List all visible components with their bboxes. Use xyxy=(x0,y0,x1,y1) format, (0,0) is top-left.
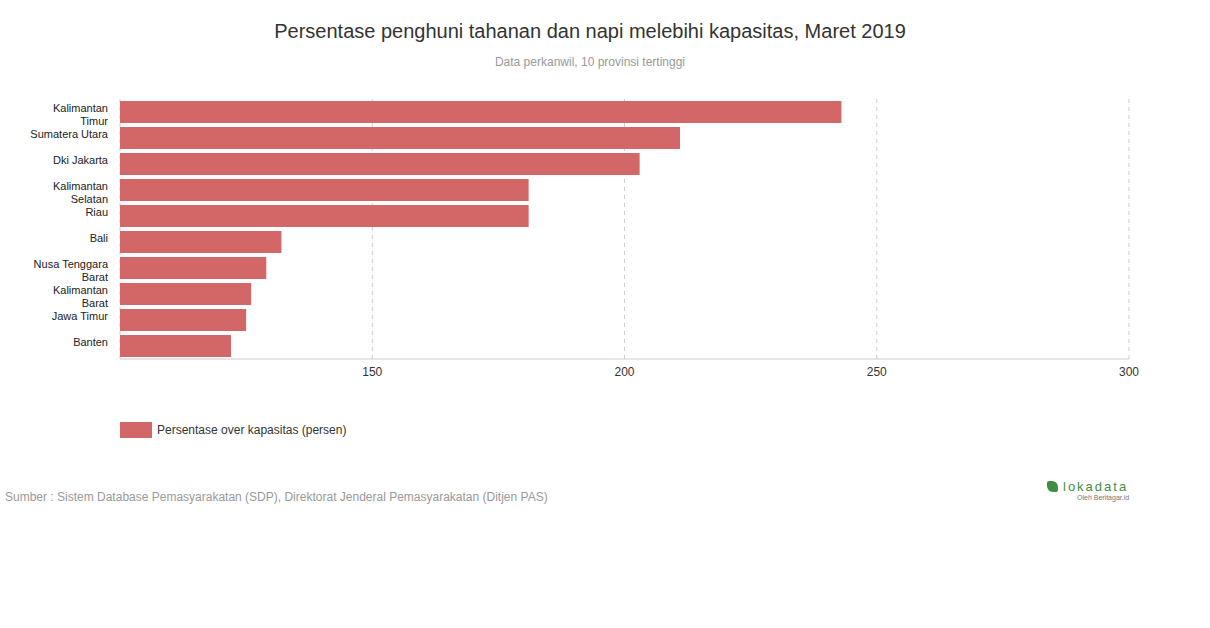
html-text:Data perkanwil, 10 provinsi te: Data perkanwil, 10 provinsi tertinggi xyxy=(494,55,685,69)
html-text:Sumber : Sistem Database Pemas: Sumber : Sistem Database Pemasyarakatan … xyxy=(5,490,548,504)
svg-text:250: 250 xyxy=(867,365,887,379)
svg-text:Sumatera Utara: Sumatera Utara xyxy=(30,128,109,140)
svg-text:Nusa TenggaraBarat: Nusa TenggaraBarat xyxy=(34,258,109,283)
svg-text:150: 150 xyxy=(362,365,382,379)
svg-text:Jawa Timur: Jawa Timur xyxy=(52,310,109,322)
svg-text:Banten: Banten xyxy=(73,336,108,348)
html-text:Persentase penghuni tahanan da: Persentase penghuni tahanan dan napi mel… xyxy=(274,20,906,42)
svg-text:Dki Jakarta: Dki Jakarta xyxy=(53,154,109,166)
svg-text:200: 200 xyxy=(614,365,634,379)
svg-text:KalimantanBarat: KalimantanBarat xyxy=(53,284,108,309)
svg-text:Bali: Bali xyxy=(90,232,108,244)
html-text:Oleh Beritagar.id: Oleh Beritagar.id xyxy=(1077,494,1130,501)
svg-text:KalimantanSelatan: KalimantanSelatan xyxy=(53,180,108,205)
svg-text:300: 300 xyxy=(1119,365,1139,379)
svg-text:Riau: Riau xyxy=(85,206,108,218)
html-text:Persentase over kapasitas (per: Persentase over kapasitas (persen) xyxy=(157,423,347,437)
svg-text:KalimantanTimur: KalimantanTimur xyxy=(53,102,108,127)
html-text:lokadata: lokadata xyxy=(1063,479,1129,494)
